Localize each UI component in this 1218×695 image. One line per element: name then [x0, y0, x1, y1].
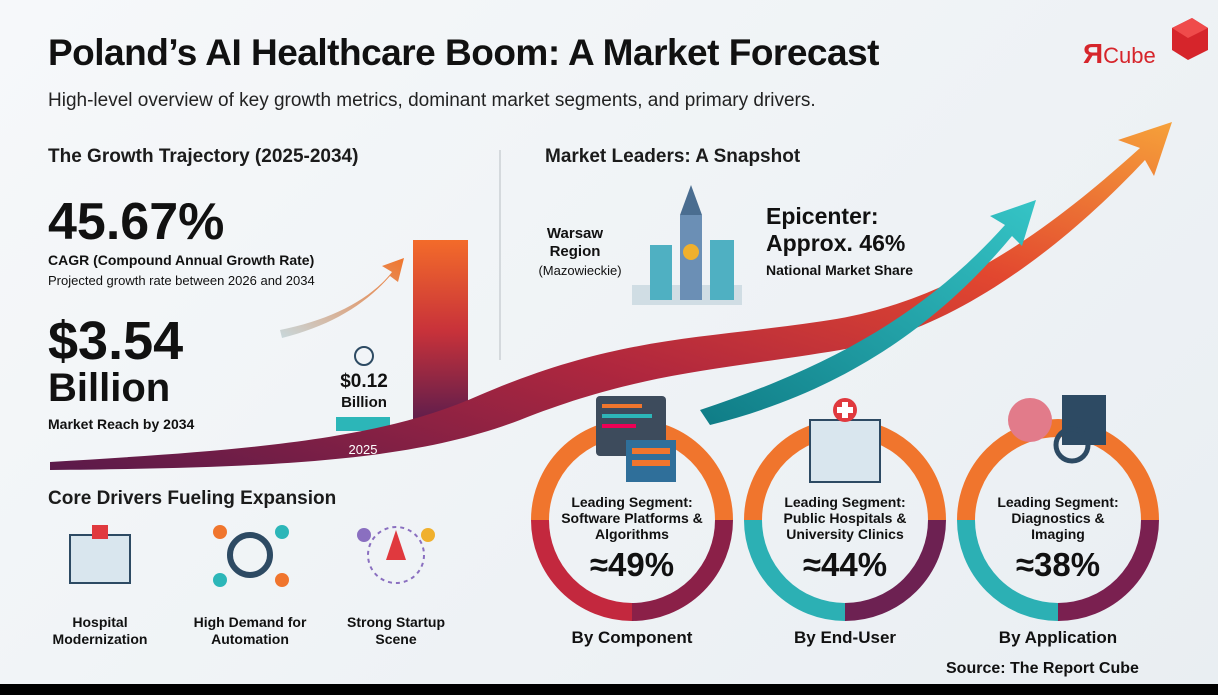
- segment-label: Leading Segment: Software Platforms & Al…: [561, 494, 703, 542]
- bottom-bar: [0, 684, 1218, 695]
- segment-category: By Component: [571, 628, 693, 647]
- start-value: $0.12: [340, 371, 388, 392]
- growth-bar: [413, 240, 468, 422]
- driver-icons: [69, 346, 435, 587]
- driver-label: High Demand for Automation: [193, 614, 307, 647]
- logo-mark: Я: [1083, 38, 1104, 69]
- logo: ЯCube: [1083, 38, 1156, 70]
- cagr-value: 45.67%: [48, 193, 225, 251]
- start-unit: Billion: [341, 394, 387, 411]
- subtitle: High-level overview of key growth metric…: [48, 90, 816, 111]
- share: Approx. 46%: [766, 230, 906, 256]
- leaders-heading: Market Leaders: A Snapshot: [545, 146, 801, 167]
- segment-value: ≈44%: [802, 546, 888, 583]
- driver-label: Strong Startup Scene: [347, 614, 445, 647]
- growth-heading: The Growth Trajectory (2025-2034): [48, 146, 359, 167]
- share-label: National Market Share: [766, 262, 914, 278]
- segment-category: By End-User: [793, 628, 897, 647]
- segment-icons: [596, 395, 1106, 483]
- market-value: $3.54: [48, 311, 184, 371]
- segment-label: Leading Segment: Public Hospitals & Univ…: [783, 494, 907, 542]
- logo-text: Cube: [1103, 43, 1156, 68]
- region: Warsaw Region: [546, 225, 604, 260]
- city-icon: [632, 185, 742, 305]
- cagr-note: Projected growth rate between 2026 and 2…: [48, 273, 315, 288]
- title: Poland’s AI Healthcare Boom: A Market Fo…: [48, 32, 879, 73]
- segment-value: ≈49%: [589, 546, 675, 583]
- logo-cube: [1172, 18, 1208, 60]
- start-bar: [336, 417, 390, 431]
- cagr-label: CAGR (Compound Annual Growth Rate): [48, 252, 315, 268]
- segment-rings: [531, 419, 1159, 621]
- teal-arrow: [700, 200, 1036, 425]
- region-sub: (Mazowieckie): [538, 263, 622, 278]
- market-label: Market Reach by 2034: [48, 416, 195, 432]
- source: Source: The Report Cube: [946, 660, 1139, 677]
- driver-label: Hospital Modernization: [52, 614, 148, 647]
- segment-value: ≈38%: [1015, 546, 1101, 583]
- small-arrow: [280, 258, 404, 338]
- segment-label: Leading Segment: Diagnostics & Imaging: [997, 494, 1119, 542]
- epicenter: Epicenter:: [766, 203, 879, 229]
- drivers-heading: Core Drivers Fueling Expansion: [48, 488, 337, 509]
- start-year: 2025: [348, 442, 378, 457]
- market-unit: Billion: [48, 366, 171, 410]
- segment-category: By Application: [998, 628, 1118, 647]
